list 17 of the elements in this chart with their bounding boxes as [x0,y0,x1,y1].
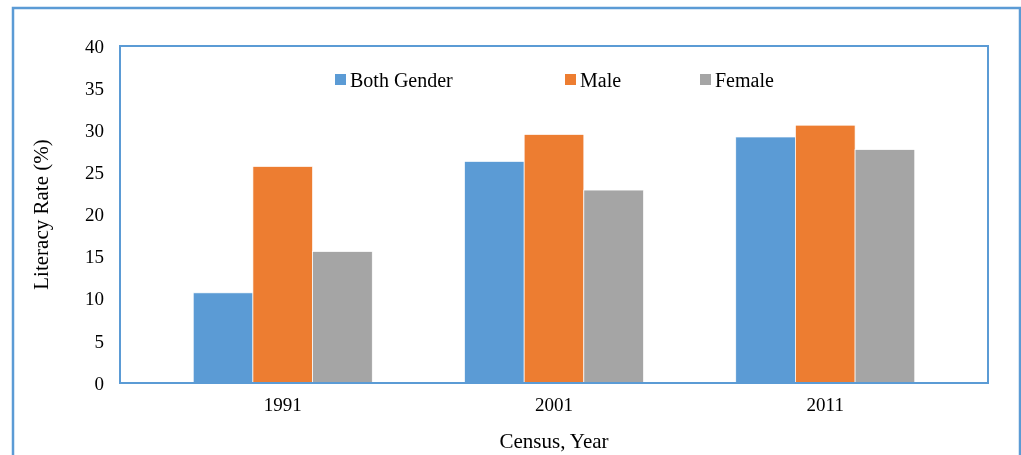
y-tick-label: 40 [85,35,104,57]
x-tick-label: 2001 [535,394,573,415]
y-tick-label: 25 [85,162,104,184]
y-tick-label: 15 [85,246,104,268]
y-tick-label: 10 [85,288,104,310]
y-axis-title: Literacy Rate (%) [29,139,53,290]
legend-label: Male [580,69,622,91]
y-tick-label: 20 [85,204,104,226]
y-tick-label: 30 [85,119,104,141]
y-tick-label: 0 [94,372,104,394]
x-axis-title: Census, Year [499,429,609,453]
y-tick-label: 35 [85,77,104,99]
y-tick-label: 5 [94,330,104,352]
x-tick-label: 2011 [806,394,844,415]
legend-label: Female [715,69,774,91]
legend-label: Both Gender [350,69,454,91]
x-tick-label: 1991 [263,394,302,415]
